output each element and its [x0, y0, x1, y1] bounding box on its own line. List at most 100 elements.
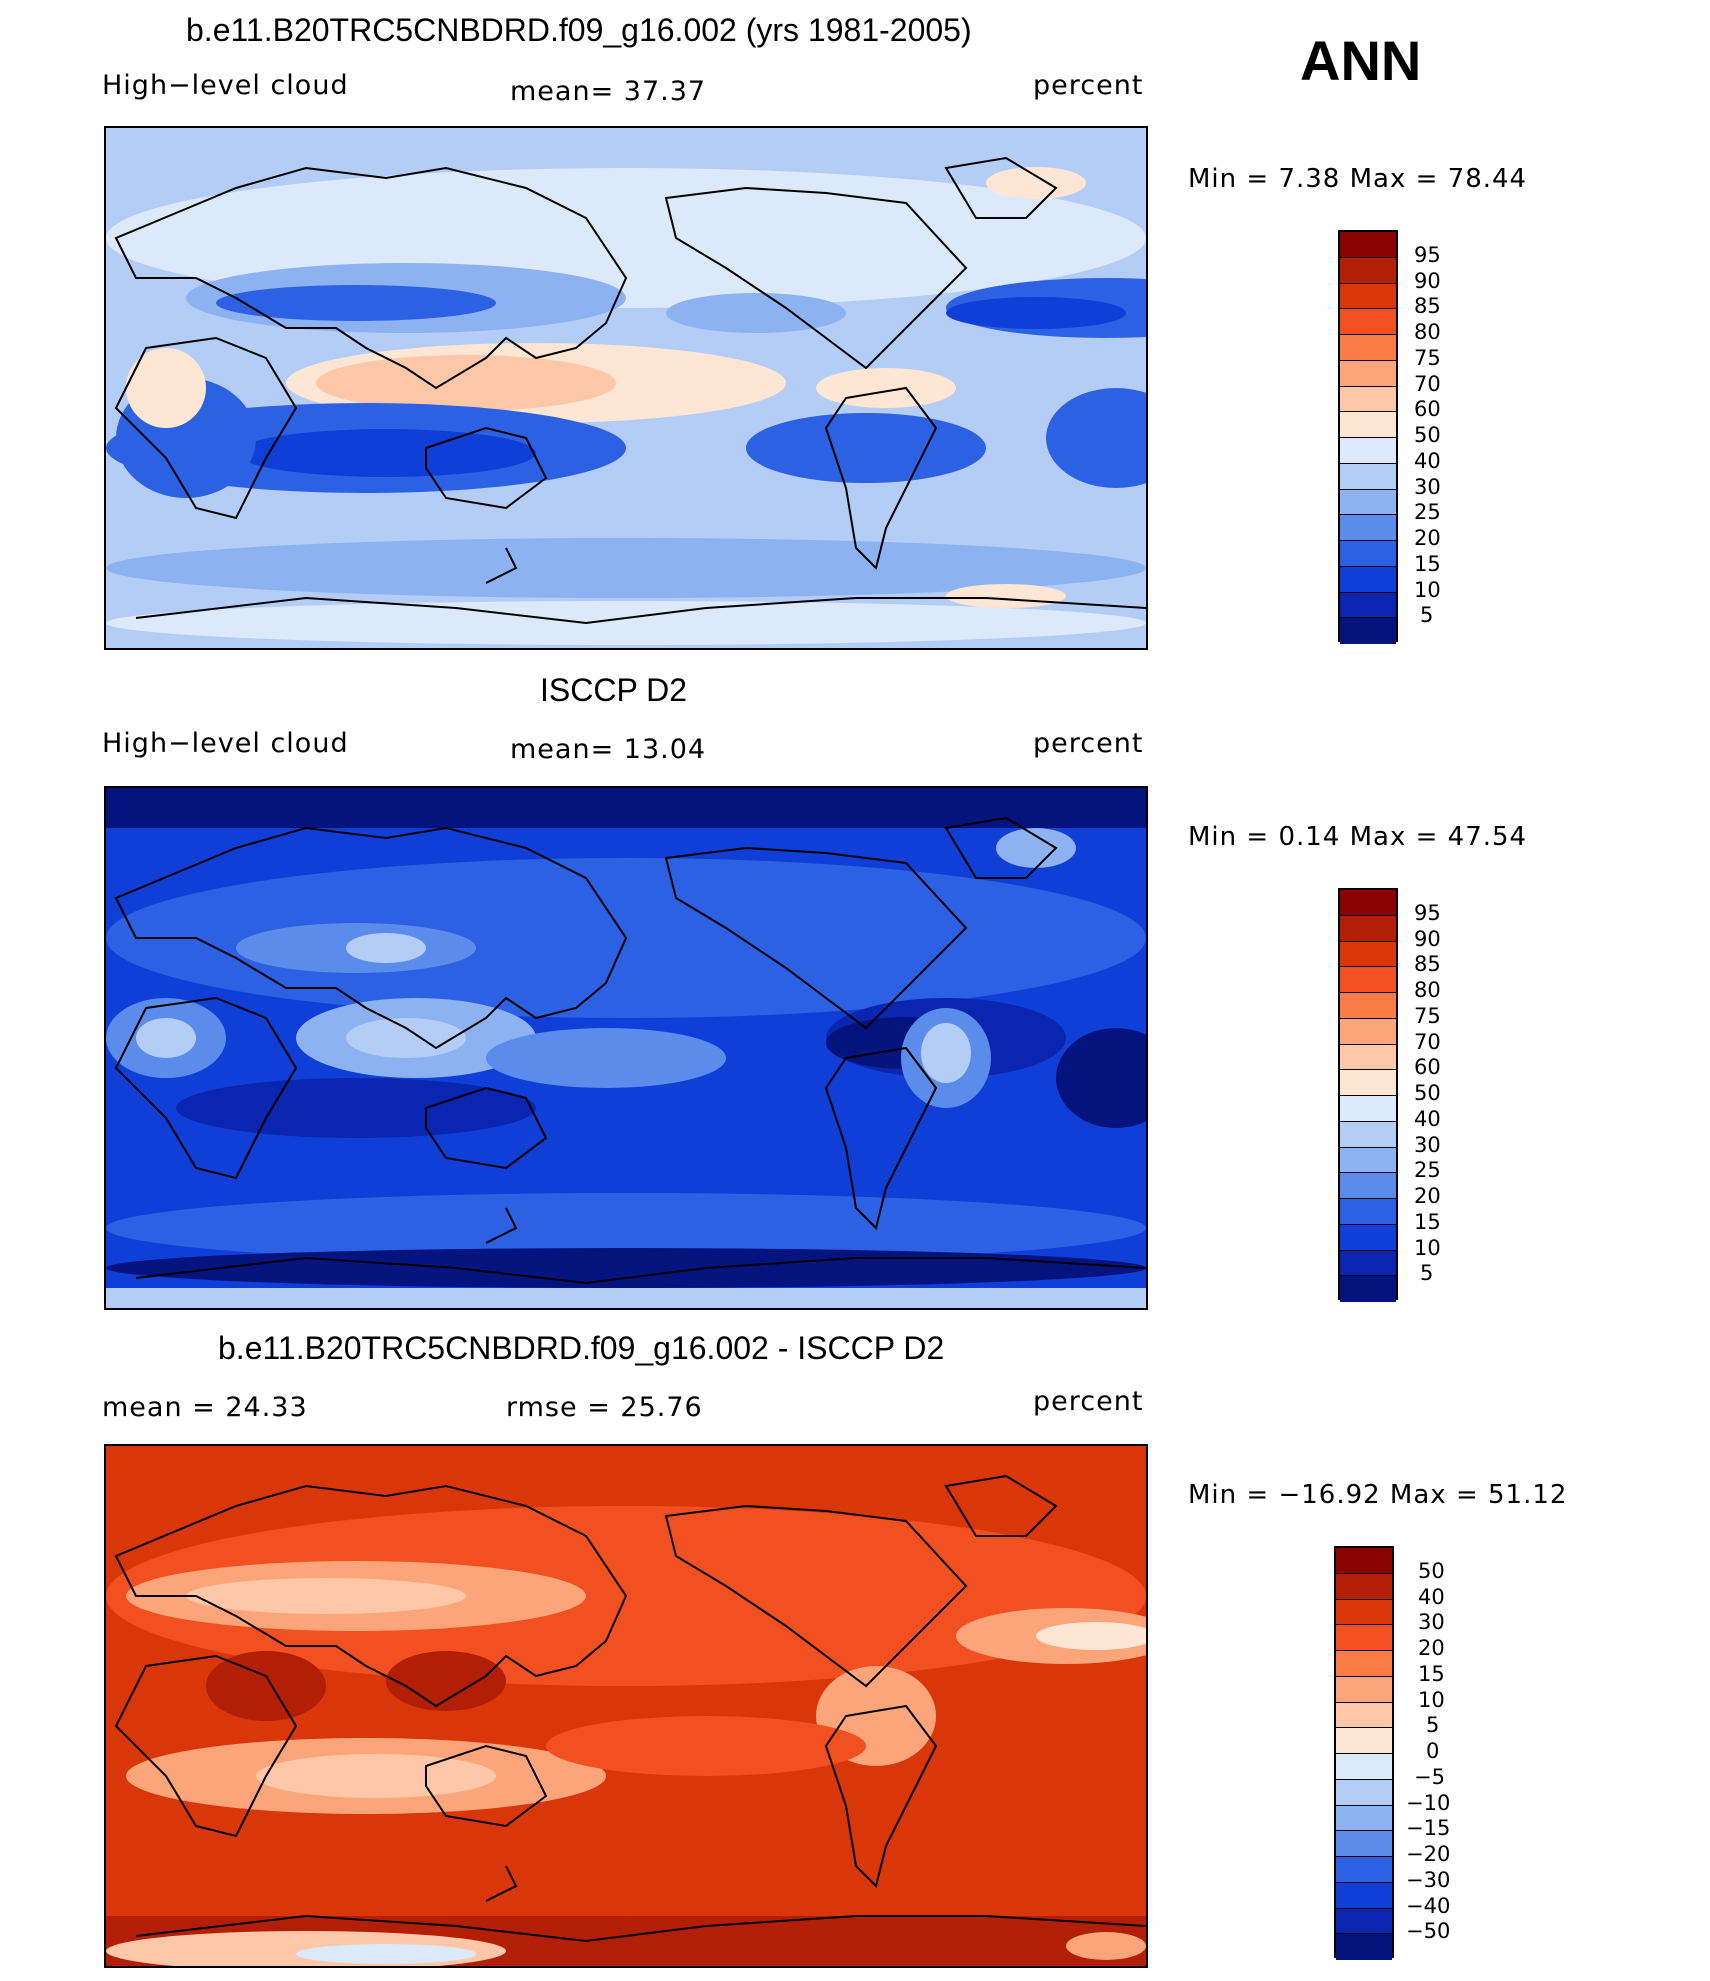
panel1-minmax: Min = 7.38 Max = 78.44	[1188, 164, 1528, 194]
colorbar-cell	[1340, 541, 1396, 567]
colorbar-tick: −20	[1406, 1842, 1451, 1866]
colorbar-tick: 50	[1414, 1081, 1441, 1105]
colorbar-cell	[1340, 1121, 1396, 1148]
colorbar-tick: 80	[1414, 978, 1441, 1002]
colorbar-tick: 20	[1414, 1184, 1441, 1208]
colorbar-tick: 30	[1418, 1610, 1445, 1634]
colorbar-tick: 10	[1414, 578, 1441, 602]
panel2-variable-label: High−level cloud	[102, 728, 349, 759]
colorbar-cell	[1336, 1702, 1392, 1729]
colorbar-cell	[1340, 993, 1396, 1019]
colorbar-tick: 70	[1414, 372, 1441, 396]
colorbar-cell	[1340, 618, 1396, 644]
colorbar-tick: 95	[1414, 901, 1441, 925]
colorbar-tick: 15	[1414, 1210, 1441, 1234]
panel1-title: b.e11.B20TRC5CNBDRD.f09_g16.002 (yrs 198…	[186, 12, 972, 48]
panel1-map	[104, 126, 1148, 650]
colorbar-cell	[1336, 1651, 1392, 1677]
colorbar-cell	[1340, 967, 1396, 993]
panel2-colorbar	[1338, 888, 1398, 1302]
colorbar-tick: −50	[1406, 1919, 1451, 1943]
colorbar-cell	[1336, 1805, 1392, 1832]
colorbar-cell	[1340, 1070, 1396, 1096]
colorbar-tick: 60	[1414, 397, 1441, 421]
colorbar-cell	[1340, 1173, 1396, 1199]
colorbar-tick: 90	[1414, 927, 1441, 951]
colorbar-cell	[1336, 1779, 1392, 1806]
colorbar-cell	[1340, 1199, 1396, 1225]
colorbar-cell	[1336, 1728, 1392, 1754]
colorbar-tick: 25	[1414, 1158, 1441, 1182]
colorbar-cell	[1340, 941, 1396, 968]
colorbar-tick: 25	[1414, 500, 1441, 524]
colorbar-cell	[1340, 257, 1396, 284]
colorbar-tick: 20	[1418, 1636, 1445, 1660]
colorbar-tick: −5	[1414, 1765, 1445, 1789]
colorbar-tick: 40	[1414, 449, 1441, 473]
colorbar-tick: 30	[1414, 1133, 1441, 1157]
colorbar-cell	[1336, 1599, 1392, 1626]
colorbar-tick: 85	[1414, 294, 1441, 318]
panel3-rmse-label: rmse = 25.76	[506, 1392, 703, 1423]
colorbar-cell	[1336, 1676, 1392, 1703]
colorbar-cell	[1336, 1754, 1392, 1780]
colorbar-tick: 60	[1414, 1055, 1441, 1079]
colorbar-cell	[1340, 386, 1396, 413]
colorbar-cell	[1336, 1882, 1392, 1909]
season-label: ANN	[1300, 29, 1422, 92]
colorbar-tick: 0	[1426, 1739, 1440, 1763]
panel3-title: b.e11.B20TRC5CNBDRD.f09_g16.002 - ISCCP …	[218, 1330, 945, 1366]
panel1-variable-label: High−level cloud	[102, 70, 349, 101]
colorbar-cell	[1340, 1018, 1396, 1045]
colorbar-tick: 15	[1414, 552, 1441, 576]
colorbar-cell	[1336, 1831, 1392, 1857]
colorbar-cell	[1340, 1224, 1396, 1251]
colorbar-tick: 90	[1414, 269, 1441, 293]
colorbar-cell	[1340, 335, 1396, 361]
colorbar-tick: −30	[1406, 1868, 1451, 1892]
colorbar-cell	[1340, 283, 1396, 310]
panel2-map	[104, 786, 1148, 1310]
colorbar-cell	[1340, 489, 1396, 516]
panel2-mean-label: mean= 13.04	[510, 734, 707, 765]
colorbar-tick: 40	[1414, 1107, 1441, 1131]
colorbar-cell	[1340, 412, 1396, 438]
panel3-mean-label: mean = 24.33	[102, 1392, 308, 1423]
panel3-colorbar	[1334, 1546, 1394, 1960]
colorbar-cell	[1336, 1625, 1392, 1651]
panel1-colorbar	[1338, 230, 1398, 644]
colorbar-cell	[1340, 1096, 1396, 1122]
panel2-units-label: percent	[1033, 728, 1144, 759]
panel2-title: ISCCP D2	[540, 672, 688, 708]
colorbar-cell	[1336, 1857, 1392, 1883]
colorbar-cell	[1336, 1573, 1392, 1600]
colorbar-tick: 20	[1414, 526, 1441, 550]
colorbar-cell	[1340, 1250, 1396, 1277]
colorbar-tick: 85	[1414, 952, 1441, 976]
colorbar-tick: 75	[1414, 346, 1441, 370]
colorbar-cell	[1336, 1908, 1392, 1935]
colorbar-tick: 15	[1418, 1662, 1445, 1686]
panel3-map	[104, 1444, 1148, 1968]
colorbar-cell	[1340, 915, 1396, 942]
colorbar-tick: −40	[1406, 1894, 1451, 1918]
colorbar-tick: 50	[1414, 423, 1441, 447]
panel1-units-label: percent	[1033, 70, 1144, 101]
colorbar-cell	[1340, 1276, 1396, 1302]
colorbar-tick: 70	[1414, 1030, 1441, 1054]
colorbar-tick: 5	[1426, 1713, 1440, 1737]
colorbar-cell	[1336, 1934, 1392, 1960]
colorbar-cell	[1340, 309, 1396, 335]
colorbar-cell	[1340, 232, 1396, 258]
colorbar-tick: −10	[1406, 1791, 1451, 1815]
colorbar-tick: 30	[1414, 475, 1441, 499]
colorbar-cell	[1340, 592, 1396, 619]
colorbar-tick: 95	[1414, 243, 1441, 267]
colorbar-cell	[1340, 360, 1396, 387]
colorbar-cell	[1340, 1147, 1396, 1174]
panel2-minmax: Min = 0.14 Max = 47.54	[1188, 822, 1528, 852]
panel3-minmax: Min = −16.92 Max = 51.12	[1188, 1480, 1568, 1510]
colorbar-cell	[1336, 1548, 1392, 1574]
panel3-units-label: percent	[1033, 1386, 1144, 1417]
colorbar-tick: 10	[1414, 1236, 1441, 1260]
